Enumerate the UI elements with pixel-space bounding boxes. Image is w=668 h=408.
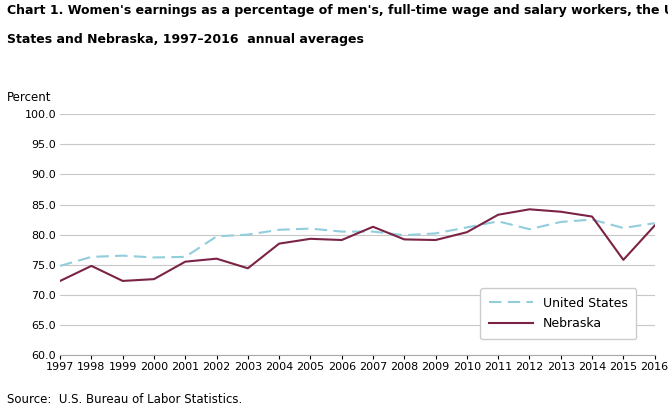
United States <box>400 233 408 237</box>
Nebraska <box>212 256 220 261</box>
United States <box>150 255 158 260</box>
Text: Percent: Percent <box>7 91 51 104</box>
United States <box>56 264 64 268</box>
Text: States and Nebraska, 1997–2016  annual averages: States and Nebraska, 1997–2016 annual av… <box>7 33 363 46</box>
Nebraska <box>526 207 534 212</box>
Nebraska <box>651 223 659 228</box>
Text: Chart 1. Women's earnings as a percentage of men's, full-time wage and salary wo: Chart 1. Women's earnings as a percentag… <box>7 4 668 17</box>
Line: Nebraska: Nebraska <box>60 209 655 281</box>
Nebraska <box>588 214 596 219</box>
United States <box>275 227 283 232</box>
Nebraska <box>56 279 64 284</box>
Nebraska <box>307 236 315 241</box>
United States <box>307 226 315 231</box>
Nebraska <box>119 279 127 284</box>
Text: Source:  U.S. Bureau of Labor Statistics.: Source: U.S. Bureau of Labor Statistics. <box>7 393 242 406</box>
Nebraska <box>181 259 189 264</box>
United States <box>526 227 534 232</box>
Nebraska <box>369 224 377 229</box>
Nebraska <box>338 237 346 242</box>
Nebraska <box>619 257 627 262</box>
United States <box>212 234 220 239</box>
Nebraska <box>150 277 158 282</box>
Legend: United States, Nebraska: United States, Nebraska <box>480 288 637 339</box>
United States <box>588 217 596 222</box>
Nebraska <box>88 264 96 268</box>
United States <box>463 225 471 230</box>
United States <box>494 219 502 224</box>
Nebraska <box>494 212 502 217</box>
Line: United States: United States <box>60 220 655 266</box>
United States <box>338 229 346 234</box>
United States <box>88 255 96 259</box>
Nebraska <box>463 230 471 235</box>
Nebraska <box>432 237 440 242</box>
Nebraska <box>275 241 283 246</box>
United States <box>651 221 659 226</box>
United States <box>556 220 564 224</box>
United States <box>181 255 189 259</box>
United States <box>119 253 127 258</box>
United States <box>369 229 377 234</box>
Nebraska <box>244 266 252 271</box>
United States <box>244 232 252 237</box>
United States <box>432 231 440 236</box>
United States <box>619 226 627 231</box>
Nebraska <box>400 237 408 242</box>
Nebraska <box>556 209 564 214</box>
